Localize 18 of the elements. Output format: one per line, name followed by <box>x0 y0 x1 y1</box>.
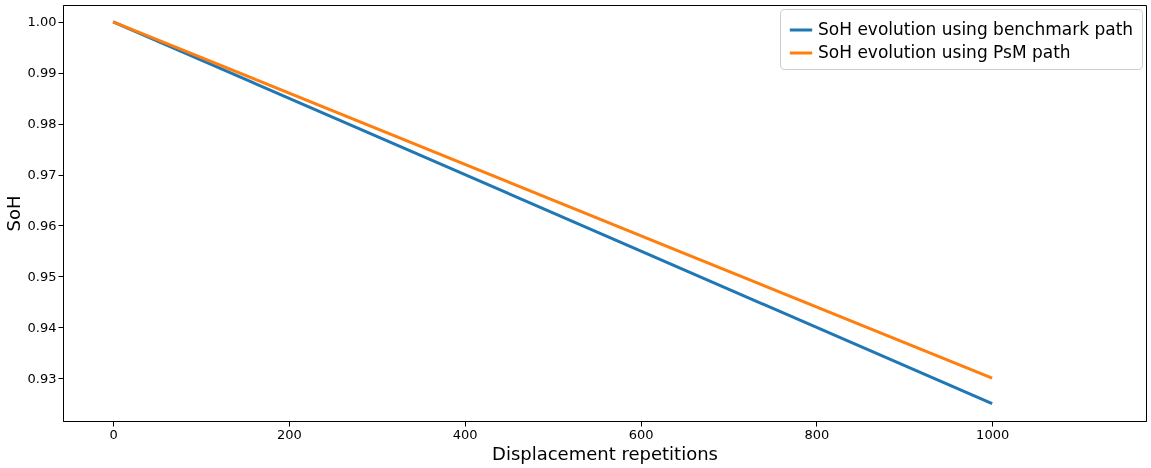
x-tick-label: 800 <box>804 426 830 442</box>
x-tick-label: 400 <box>452 426 478 442</box>
y-tick-label: 1.00 <box>27 14 57 30</box>
y-axis-title: SoH <box>2 195 24 232</box>
legend-label: SoH evolution using PsM path <box>818 42 1071 62</box>
y-tick-label: 0.94 <box>27 319 57 335</box>
y-tick-label: 0.93 <box>27 370 57 386</box>
x-tick-label: 600 <box>628 426 654 442</box>
x-axis-title: Displacement repetitions <box>492 442 718 464</box>
legend-label: SoH evolution using benchmark path <box>818 19 1134 39</box>
y-tick-label: 0.99 <box>27 65 57 81</box>
y-tick-label: 0.95 <box>27 268 57 284</box>
y-tick-label: 0.97 <box>27 167 57 183</box>
x-tick-label: 200 <box>277 426 302 442</box>
y-tick-label: 0.96 <box>27 217 57 233</box>
x-tick-label: 0 <box>109 426 118 442</box>
y-tick-label: 0.98 <box>27 116 57 132</box>
x-tick-label: 1000 <box>976 426 1010 442</box>
